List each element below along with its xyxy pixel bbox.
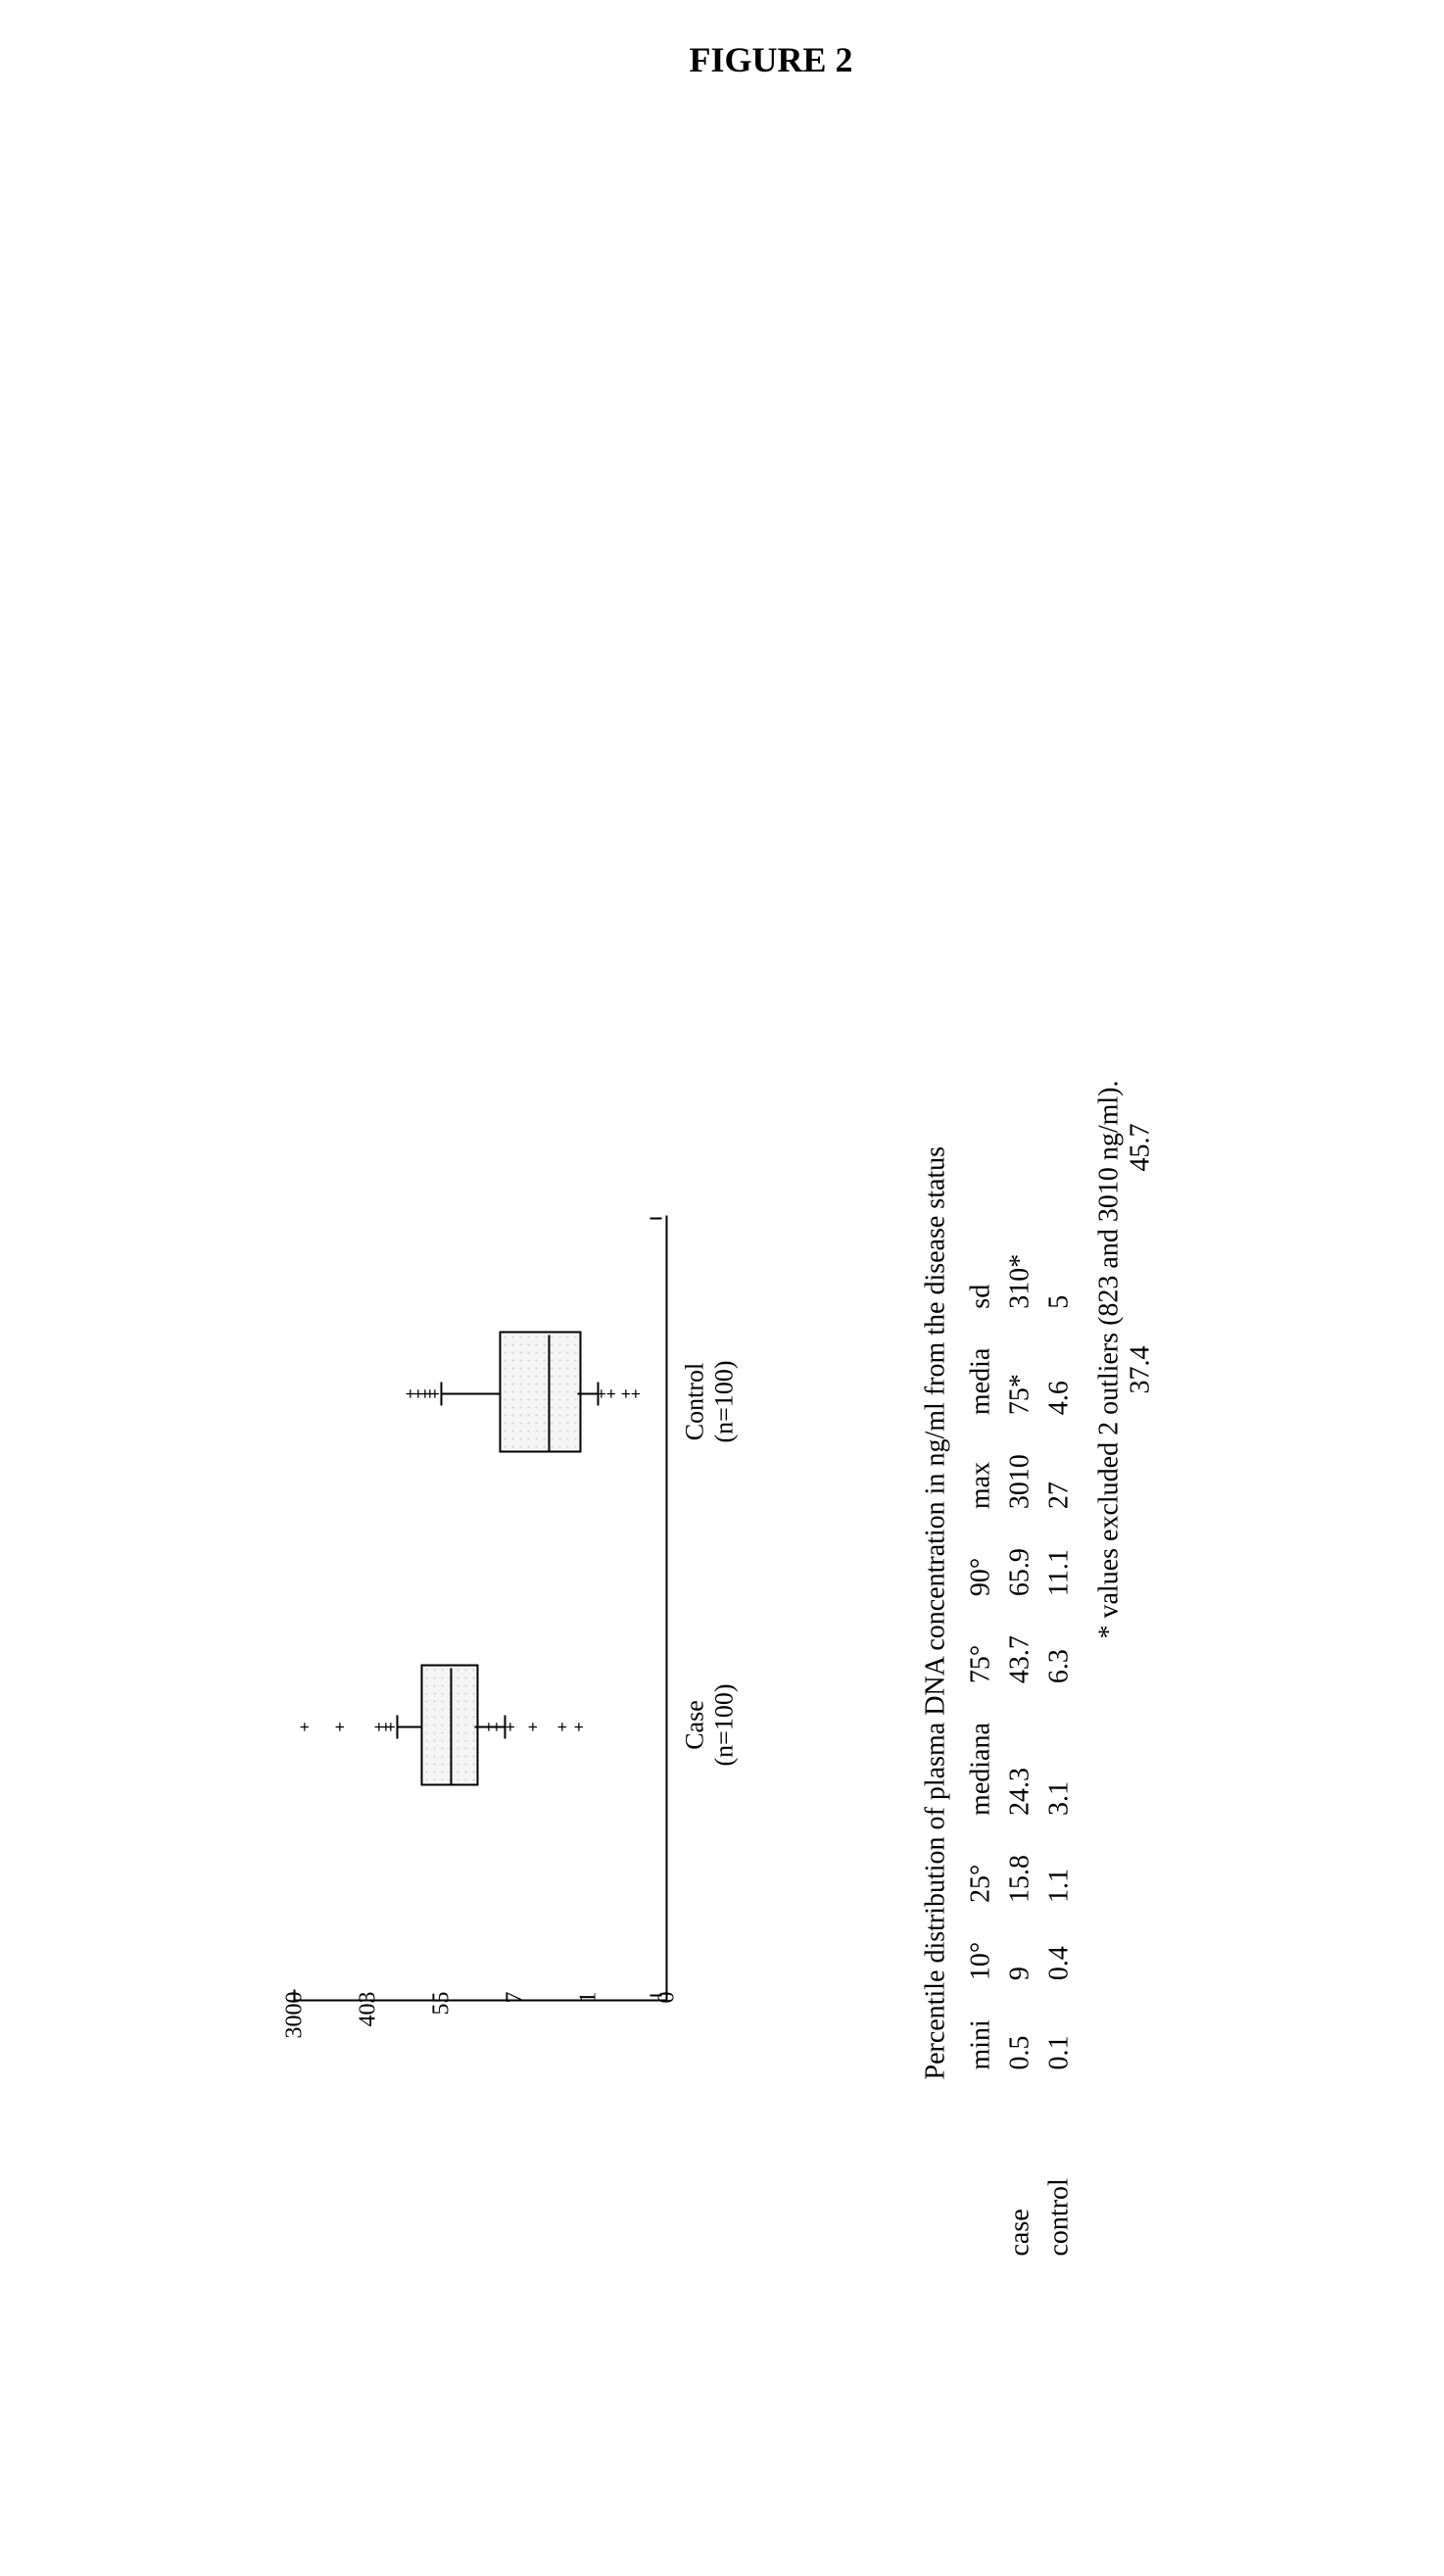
footnote-value-b: 45.7 — [1126, 1124, 1156, 1172]
stats-header-cell: max — [962, 1434, 1001, 1529]
y-tick-label: 3000 — [282, 1992, 309, 2070]
y-tick-label: 1 — [576, 1992, 602, 2070]
x-label-case-line2: (n=100) — [710, 1684, 739, 1767]
x-label-case-line1: Case — [681, 1700, 709, 1750]
median-line-case — [451, 1669, 453, 1786]
stats-section: Percentile distribution of plasma DNA co… — [921, 121, 1157, 2276]
footnote-value-a: 37.4 — [1126, 1179, 1157, 1394]
stats-cell: 4.6 — [1040, 1329, 1080, 1434]
stats-row-case: case 0.5 9 15.8 24.3 43.7 65.9 3010 75* … — [1001, 1235, 1040, 2276]
outlier-marker: + — [295, 1722, 315, 1731]
x-label-control: Control (n=100) — [681, 1361, 740, 1443]
figure-title: FIGURE 2 — [137, 39, 1405, 80]
stats-cell: 27 — [1040, 1434, 1080, 1529]
stats-cell: 1.1 — [1040, 1835, 1080, 1922]
whisker-control-upper — [441, 1393, 500, 1395]
x-label-case: Case (n=100) — [681, 1684, 740, 1767]
outlier-marker: + — [523, 1722, 544, 1731]
rotated-figure-content: 3000 403 55 7 1 0 + + + + + + + + + + + … — [294, 121, 1157, 2276]
stats-header-cell: 10° — [962, 1922, 1001, 2000]
stats-cell: 3010 — [1001, 1434, 1040, 1529]
chart-axes — [294, 1216, 668, 2002]
y-tick-label: 403 — [356, 1992, 382, 2070]
stats-cell: 15.8 — [1001, 1835, 1040, 1922]
stats-cell: 11.1 — [1040, 1529, 1080, 1616]
boxplot-chart: 3000 403 55 7 1 0 + + + + + + + + + + + … — [294, 1198, 705, 2080]
stats-header-cell: 90° — [962, 1529, 1001, 1616]
axis-tick-bottom-right — [650, 1218, 662, 1220]
y-tick-label: 0 — [654, 1992, 681, 2070]
stats-header-cell: 75° — [962, 1616, 1001, 1703]
outlier-marker: + — [569, 1722, 590, 1731]
outlier-marker: + — [425, 1388, 446, 1398]
stats-header-cell: mini — [962, 2000, 1001, 2089]
stats-header-cell — [962, 2090, 1001, 2276]
footnote: * values excluded 2 outliers (823 and 30… — [1094, 121, 1126, 1639]
stats-cell: 0.4 — [1040, 1922, 1080, 2000]
x-label-control-line2: (n=100) — [710, 1361, 739, 1443]
stats-cell: 3.1 — [1040, 1703, 1080, 1835]
stats-header-cell: mediana — [962, 1703, 1001, 1835]
stats-cell: 0.5 — [1001, 2000, 1040, 2089]
boxplot-box-control — [500, 1332, 582, 1453]
stats-row-control: control 0.1 0.4 1.1 3.1 6.3 11.1 27 4.6 … — [1040, 1235, 1080, 2276]
stats-header-cell: media — [962, 1329, 1001, 1434]
x-label-control-line1: Control — [681, 1363, 709, 1440]
outlier-marker: + — [381, 1722, 402, 1731]
stats-row-label: case — [1001, 2090, 1040, 2276]
stats-cell: 24.3 — [1001, 1703, 1040, 1835]
stats-table: mini 10° 25° mediana 75° 90° max media s… — [962, 1235, 1080, 2276]
stats-cell: 75* — [1001, 1329, 1040, 1434]
outlier-marker: + — [501, 1722, 521, 1731]
stats-cell: 310* — [1001, 1235, 1040, 1329]
stats-header-row: mini 10° 25° mediana 75° 90° max media s… — [962, 1235, 1001, 2276]
stats-header-cell: 25° — [962, 1835, 1001, 1922]
y-tick-label: 55 — [429, 1992, 456, 2070]
stats-cell: 5 — [1040, 1235, 1080, 1329]
outlier-marker: + — [626, 1388, 647, 1398]
stats-header-cell: sd — [962, 1235, 1001, 1329]
footnote-values: 37.4 45.7 — [1126, 121, 1157, 1394]
stats-cell: 43.7 — [1001, 1616, 1040, 1703]
stats-title: Percentile distribution of plasma DNA co… — [921, 121, 952, 2080]
outlier-marker: + — [330, 1722, 351, 1731]
stats-cell: 65.9 — [1001, 1529, 1040, 1616]
stats-cell: 9 — [1001, 1922, 1040, 2000]
stats-cell: 0.1 — [1040, 2000, 1080, 2089]
median-line-control — [549, 1336, 551, 1453]
y-tick-label: 7 — [503, 1992, 529, 2070]
stats-row-label: control — [1040, 2090, 1080, 2276]
stats-cell: 6.3 — [1040, 1616, 1080, 1703]
